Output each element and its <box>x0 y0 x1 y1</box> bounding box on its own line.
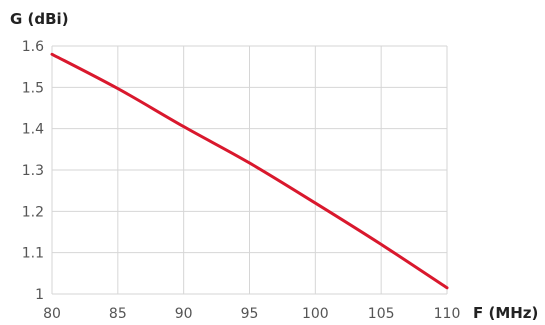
x-tick-label: 90 <box>175 306 193 322</box>
y-tick-label: 1 <box>35 287 44 303</box>
x-axis-title: F (MHz) <box>473 304 538 322</box>
y-tick-labels: 1 1.1 1.2 1.3 1.4 1.5 1.6 <box>22 39 44 303</box>
y-tick-label: 1.5 <box>22 80 44 96</box>
x-tick-label: 85 <box>109 306 127 322</box>
y-tick-label: 1.1 <box>22 246 44 262</box>
x-tick-label: 95 <box>241 306 259 322</box>
y-tick-label: 1.4 <box>22 122 44 138</box>
y-tick-label: 1.2 <box>22 204 44 220</box>
y-tick-label: 1.6 <box>22 39 44 55</box>
x-tick-label: 80 <box>43 306 61 322</box>
series-group <box>50 52 449 290</box>
y-axis-title: G (dBi) <box>10 10 69 28</box>
grid-lines <box>51 45 448 295</box>
x-tick-label: 105 <box>368 306 395 322</box>
x-tick-label: 110 <box>434 306 461 322</box>
series-line-0 <box>50 52 449 290</box>
x-tick-labels: 80 85 90 95 100 105 110 <box>43 306 460 322</box>
x-tick-label: 100 <box>302 306 329 322</box>
y-tick-label: 1.3 <box>22 163 44 179</box>
